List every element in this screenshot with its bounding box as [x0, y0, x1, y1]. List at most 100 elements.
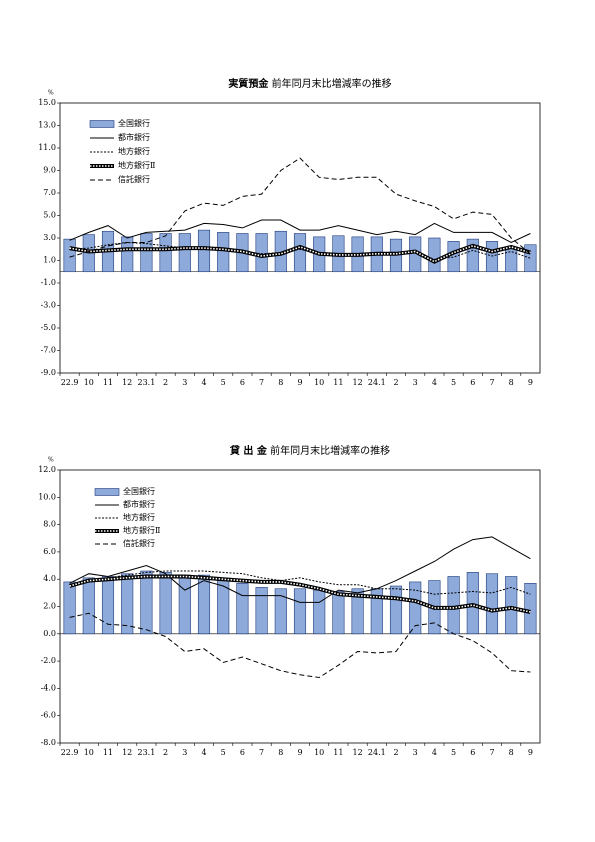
y-tick-label: 2.0 [43, 602, 56, 611]
y-tick-label: 8.0 [43, 520, 56, 529]
bar [140, 233, 153, 273]
line [69, 241, 531, 260]
x-tick-label: 7 [489, 378, 494, 387]
line [69, 157, 531, 258]
bar [466, 238, 479, 273]
legend-swatch [94, 488, 120, 496]
legend-label: 地方銀行 [123, 512, 155, 522]
y-tick-label: 3.0 [43, 233, 56, 242]
bar [389, 585, 403, 635]
x-tick-label: 8 [509, 378, 514, 387]
chart-title: 貸 出 金 前年同月末比増減率の推移 [229, 444, 390, 457]
chart-title: 実質預金 前年同月末比増減率の推移 [228, 77, 391, 90]
y-tick-label: -3.0 [41, 301, 56, 310]
x-tick-label: 6 [240, 748, 245, 757]
y-tick-label: 5.0 [43, 211, 56, 220]
y-tick-label: 6.0 [43, 547, 56, 556]
x-tick-label: 4 [432, 748, 437, 757]
legend-label: 全国銀行 [123, 486, 155, 496]
x-tick-label: 3 [182, 378, 187, 387]
bar [121, 236, 134, 273]
x-tick-label: 10 [314, 748, 324, 757]
title-main: 実質預金 [228, 77, 269, 90]
line [69, 219, 531, 244]
y-tick-label: 11.0 [38, 143, 56, 152]
x-tick-label: 5 [221, 748, 226, 757]
x-tick-label: 12 [122, 748, 132, 757]
x-tick-label: 8 [278, 378, 283, 387]
bar [63, 581, 76, 635]
legend-label: 信託銀行 [118, 174, 150, 184]
x-tick-label: 23.1 [137, 378, 155, 387]
chart: 貸 出 金 前年同月末比増減率の推移%12.0 10.0 8.0 6.0 4.0 2.0 0… [38, 444, 541, 757]
bar [159, 572, 172, 635]
legend-label: 信託銀行 [123, 538, 155, 548]
x-tick-label: 12 [122, 378, 132, 387]
x-tick-label: 2 [163, 748, 168, 757]
x-tick-label: 8 [509, 748, 514, 757]
title-sub: 前年同月末比増減率の推移 [272, 77, 392, 90]
bar [274, 588, 287, 635]
x-tick-label: 10 [84, 378, 94, 387]
y-tick-label: 9.0 [43, 166, 56, 175]
legend-label: 都市銀行 [123, 499, 155, 509]
x-tick-label: 11 [103, 378, 113, 387]
x-tick-label: 2 [393, 378, 398, 387]
x-tick-label: 11 [103, 748, 113, 757]
y-tick-label: 13.0 [38, 121, 56, 130]
y-tick-label: -1.0 [41, 278, 56, 287]
x-tick-label: 22.9 [61, 748, 79, 757]
line-pattern [69, 575, 531, 613]
x-tick-label: 2 [163, 378, 168, 387]
y-tick-label: -2.0 [41, 656, 56, 665]
x-tick-label: 4 [432, 378, 437, 387]
x-tick-label: 8 [278, 748, 283, 757]
bar [217, 232, 230, 273]
y-tick-label: -8.0 [41, 738, 56, 747]
bar [140, 570, 153, 635]
legend-label: 地方銀行Ⅱ [118, 160, 155, 170]
bar [524, 582, 537, 635]
legend-label: 都市銀行 [118, 132, 150, 142]
x-tick-label: 3 [413, 378, 418, 387]
y-tick-label: -5.0 [41, 323, 56, 332]
line [69, 612, 531, 679]
y-tick-label: 0.0 [43, 629, 56, 638]
bar [255, 233, 268, 273]
x-tick-label: 24.1 [368, 378, 386, 387]
bar [197, 229, 211, 273]
bar [505, 246, 518, 273]
y-tick-label: 10.0 [38, 492, 56, 501]
x-tick-label: 11 [333, 748, 343, 757]
legend-label: 全国銀行 [118, 118, 150, 128]
x-tick-label: 3 [182, 748, 187, 757]
bar [178, 233, 191, 273]
x-tick-label: 12 [353, 378, 363, 387]
bar [485, 573, 499, 635]
x-tick-label: 9 [528, 748, 533, 757]
bar [447, 576, 460, 635]
bar [524, 244, 537, 273]
bar [255, 587, 268, 635]
bar [313, 589, 326, 635]
x-tick-label: 7 [259, 748, 264, 757]
x-tick-label: 12 [353, 748, 363, 757]
x-tick-label: 22.9 [61, 378, 79, 387]
bar [121, 573, 134, 635]
x-tick-label: 11 [333, 378, 343, 387]
x-tick-label: 7 [259, 378, 264, 387]
chart: 実質預金 前年同月末比増減率の推移%15.0 13.0 11.0 9.0 7.0 5.0 3… [38, 77, 541, 387]
bar [101, 576, 115, 635]
x-tick-label: 24.1 [368, 748, 386, 757]
x-tick-label: 5 [451, 378, 456, 387]
title-main: 貸 出 金 [229, 444, 268, 457]
y-tick-label: 15.0 [38, 98, 56, 107]
x-tick-label: 4 [201, 378, 206, 387]
line [69, 243, 531, 264]
y-tick-label: 1.0 [43, 256, 56, 265]
x-tick-label: 5 [221, 378, 226, 387]
x-tick-label: 6 [240, 378, 245, 387]
bar [428, 237, 441, 273]
bar [178, 574, 191, 635]
